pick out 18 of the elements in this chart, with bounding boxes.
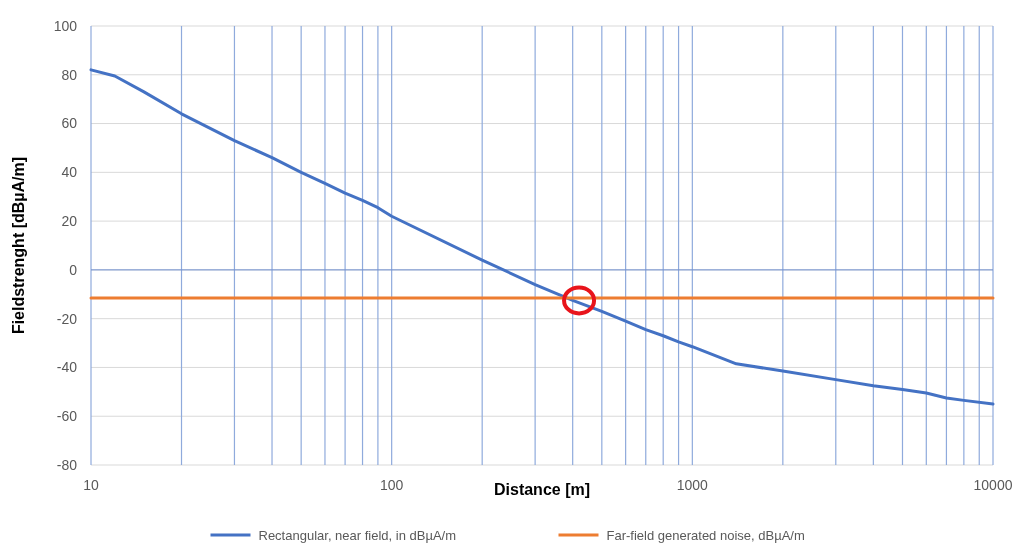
x-tick-label: 10000	[973, 477, 1013, 493]
y-tick-label: 80	[61, 66, 78, 83]
y-tick-label: 20	[61, 213, 78, 230]
legend-label: Rectangular, near field, in dBµA/m	[258, 527, 457, 543]
y-tick-label: -20	[56, 310, 78, 327]
y-tick-label: -80	[56, 456, 78, 473]
y-tick-label: 100	[53, 17, 78, 34]
y-tick-label: -40	[56, 359, 78, 376]
y-tick-label: 40	[61, 164, 78, 181]
x-tick-label: 100	[379, 477, 404, 493]
x-tick-label: 1000	[676, 477, 709, 493]
y-tick-label: 0	[69, 261, 78, 278]
y-tick-label: -60	[56, 408, 78, 425]
y-tick-label: 60	[61, 115, 78, 132]
legend-label: Far-field generated noise, dBµA/m	[606, 527, 805, 543]
y-axis-title: Fieldstrenght [dBµA/m]	[10, 156, 27, 335]
x-tick-label: 10	[83, 477, 99, 493]
x-axis-title: Distance [m]	[493, 481, 591, 498]
